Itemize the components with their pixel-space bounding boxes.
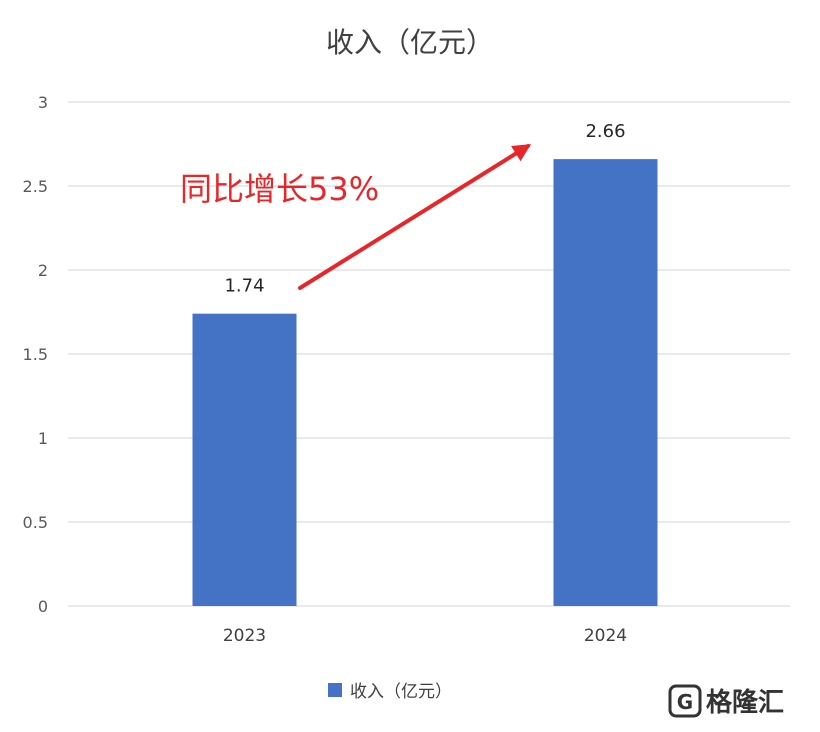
y-axis-ticks: 0 0.5 1 1.5 2 2.5 3 bbox=[23, 93, 48, 616]
legend-swatch bbox=[328, 683, 342, 697]
gridlines bbox=[68, 101, 790, 607]
x-category-label-2024: 2024 bbox=[584, 626, 627, 646]
chart-title: 收入（亿元） bbox=[326, 26, 494, 59]
y-tick-label: 0.5 bbox=[23, 513, 48, 532]
growth-arrow bbox=[298, 144, 532, 290]
data-labels: 1.74 2.66 bbox=[224, 121, 625, 297]
y-tick-label: 1.5 bbox=[23, 345, 48, 364]
y-tick-label: 0 bbox=[38, 597, 48, 616]
data-label-2023: 1.74 bbox=[224, 276, 264, 297]
x-category-label-2023: 2023 bbox=[223, 626, 266, 646]
watermark: G 格隆汇 bbox=[668, 684, 784, 718]
y-tick-label: 2.5 bbox=[23, 177, 48, 196]
watermark-text: 格隆汇 bbox=[706, 687, 784, 718]
watermark-logo-icon bbox=[668, 684, 702, 718]
growth-annotation: 同比增长53% bbox=[180, 170, 379, 208]
watermark-logo-glyph: G bbox=[677, 690, 693, 714]
legend-label: 收入（亿元） bbox=[350, 682, 452, 702]
legend: 收入（亿元） bbox=[328, 682, 452, 702]
bar-2023 bbox=[192, 313, 297, 606]
bar-2024 bbox=[553, 159, 658, 606]
y-tick-label: 1 bbox=[38, 429, 48, 448]
data-label-2024: 2.66 bbox=[585, 121, 625, 142]
x-axis-categories: 2023 2024 bbox=[223, 626, 627, 646]
y-tick-label: 2 bbox=[38, 261, 48, 280]
bars bbox=[192, 159, 658, 606]
y-tick-label: 3 bbox=[38, 93, 48, 112]
